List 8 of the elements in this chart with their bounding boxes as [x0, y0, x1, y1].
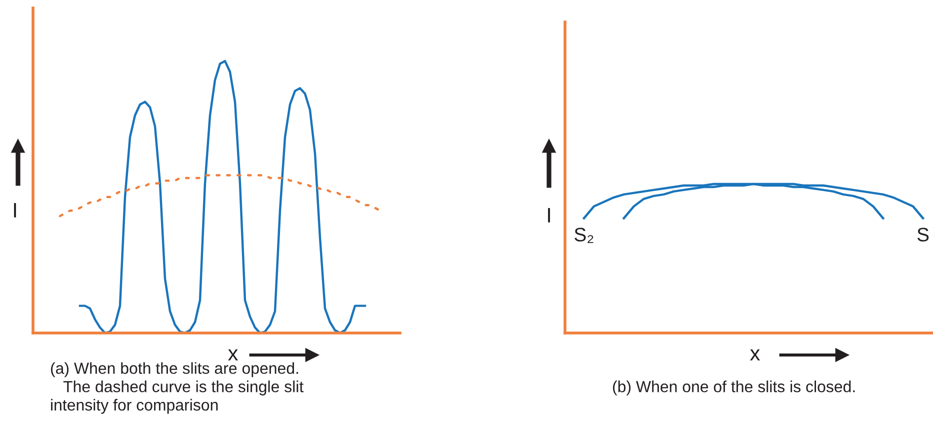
y-axis-title: I: [548, 208, 550, 222]
series-label: S: [917, 228, 929, 242]
x-axis-title: x: [228, 349, 238, 360]
y-axis-title: I: [14, 203, 16, 218]
text: (a) When both the slits are opened. The dashed curve is the single slit intensity for comparison: [50, 362, 304, 414]
series-label: S₂: [574, 228, 594, 243]
x-axis-title: x: [750, 349, 760, 360]
text: (b) When one of the slits is closed.: [612, 380, 855, 396]
